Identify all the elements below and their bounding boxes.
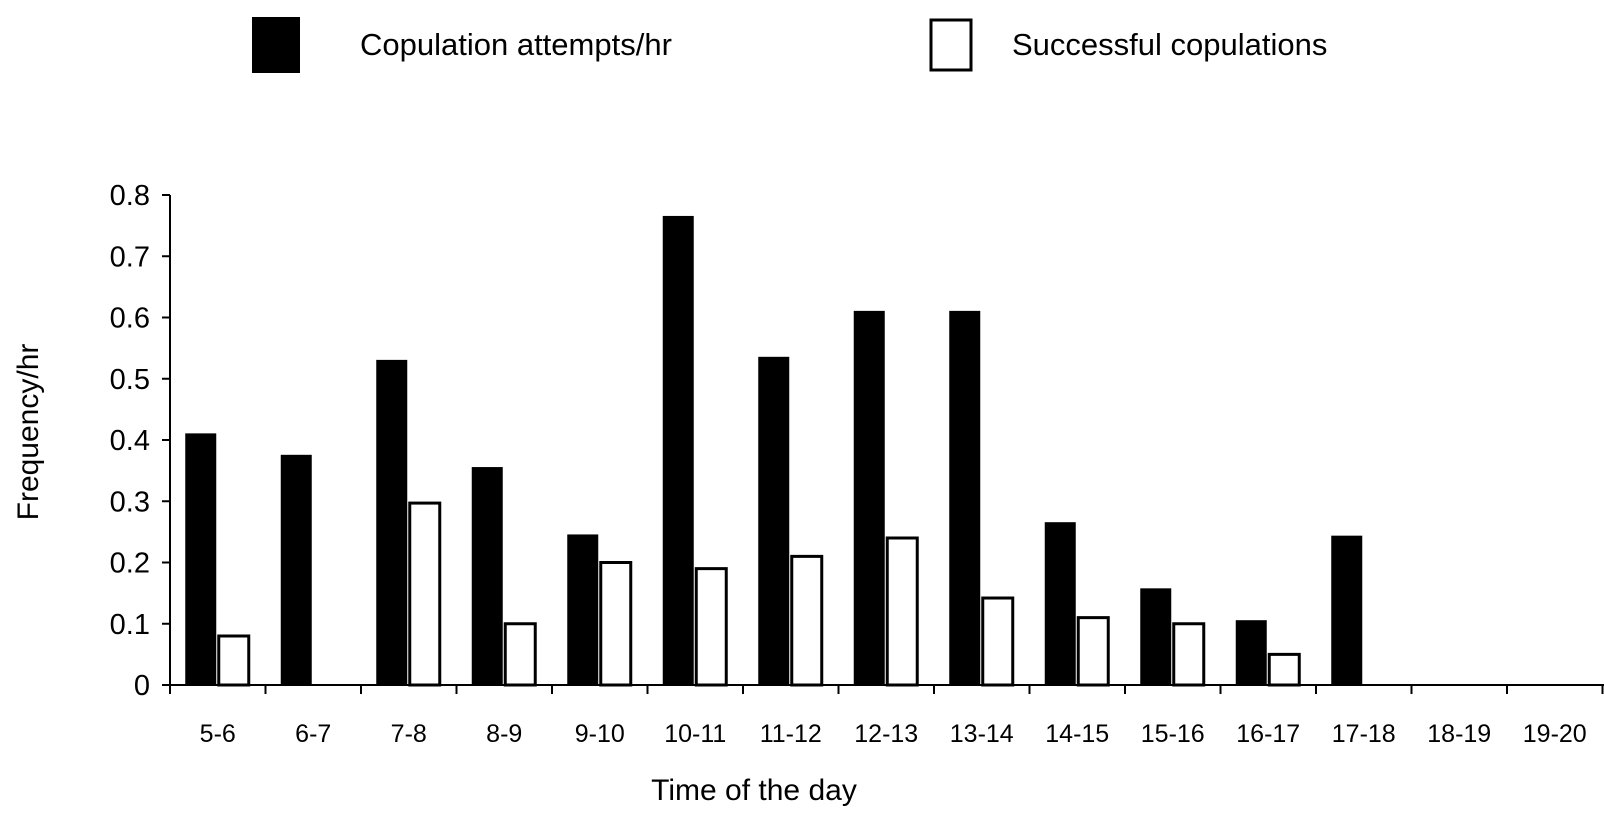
bar-attempts <box>758 356 790 686</box>
bar-successful <box>885 536 919 687</box>
x-axis-ticks: 5-6 6-7 7-8 8-9 9-10 10-11 11-12 12-13 13-14 14-1… <box>169 685 1604 748</box>
y-tick-label: 0.1 <box>110 609 150 641</box>
bar-attempts <box>853 310 885 686</box>
bar-attempts <box>185 433 217 686</box>
x-tick-label: 14-15 <box>1045 720 1109 748</box>
y-tick-label: 0.8 <box>110 180 150 212</box>
bar-attempts <box>1140 588 1172 686</box>
bar-attempts <box>567 534 599 686</box>
bar-attempts <box>1044 522 1076 686</box>
x-tick-label: 17-18 <box>1332 720 1396 748</box>
bar-successful <box>790 554 824 687</box>
bar-successful <box>1267 652 1301 687</box>
bar-attempts <box>1235 620 1267 686</box>
legend: Copulation attempts/hr Successful copula… <box>252 17 1327 73</box>
y-axis-title: Frequency/hr <box>12 344 45 521</box>
y-tick-label: 0 <box>134 670 150 702</box>
bar-successful <box>408 501 442 687</box>
bar-successful <box>503 622 537 687</box>
y-axis-ticks: 0 0.1 0.2 0.3 0.4 0.5 0.6 0.7 0.8 <box>110 180 170 702</box>
legend-label-attempts: Copulation attempts/hr <box>360 27 672 62</box>
x-tick-label: 13-14 <box>950 720 1014 748</box>
x-tick-label: 6-7 <box>295 720 331 748</box>
x-tick-label: 12-13 <box>854 720 918 748</box>
bar-attempts <box>949 310 981 686</box>
y-tick-label: 0.5 <box>110 364 150 396</box>
bar-attempts <box>662 215 694 686</box>
legend-label-successful: Successful copulations <box>1012 27 1327 62</box>
bars <box>185 215 1363 687</box>
x-tick-label: 18-19 <box>1427 720 1491 748</box>
y-tick-label: 0.4 <box>110 425 150 457</box>
x-tick-label: 16-17 <box>1236 720 1300 748</box>
x-tick-label: 8-9 <box>486 720 522 748</box>
legend-swatch-attempts <box>252 17 300 73</box>
x-axis-title: Time of the day <box>651 774 857 807</box>
bar-attempts <box>280 454 312 686</box>
bar-attempts <box>376 359 408 686</box>
bar-attempts <box>1331 535 1363 686</box>
bar-successful <box>217 634 251 687</box>
y-tick-label: 0.6 <box>110 303 150 335</box>
bar-attempts <box>471 467 503 686</box>
x-tick-label: 19-20 <box>1523 720 1587 748</box>
bar-successful <box>1076 616 1110 687</box>
y-tick-label: 0.2 <box>110 548 150 580</box>
x-tick-label: 9-10 <box>575 720 625 748</box>
y-tick-label: 0.7 <box>110 241 150 273</box>
x-tick-label: 10-11 <box>664 720 726 748</box>
y-tick-label: 0.3 <box>110 486 150 518</box>
bar-successful <box>981 596 1015 687</box>
bar-successful <box>694 567 728 687</box>
x-tick-label: 11-12 <box>760 720 822 748</box>
x-tick-label: 7-8 <box>391 720 427 748</box>
legend-swatch-successful <box>929 18 973 72</box>
x-tick-label: 5-6 <box>200 720 236 748</box>
bar-successful <box>1172 622 1206 687</box>
bar-successful <box>599 561 633 687</box>
x-tick-label: 15-16 <box>1141 720 1205 748</box>
